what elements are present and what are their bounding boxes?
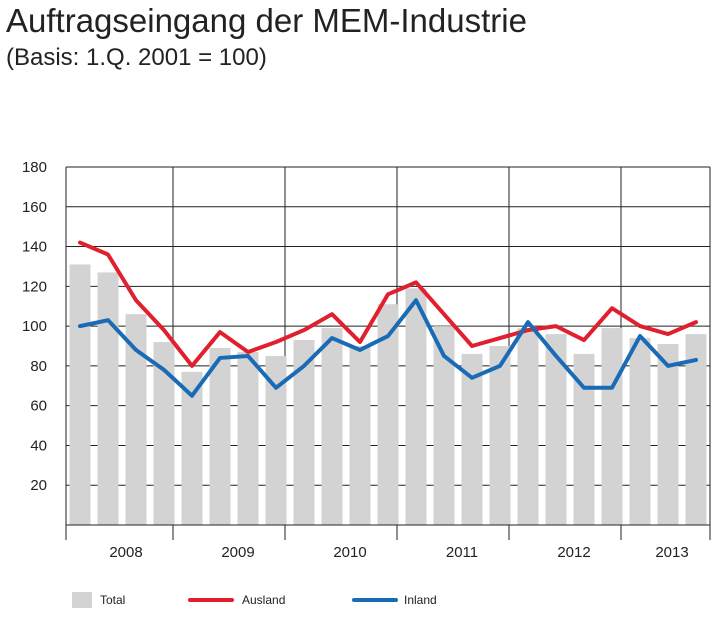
- y-tick-label: 80: [30, 358, 47, 375]
- bar-total: [293, 340, 315, 525]
- x-tick-label: 2013: [655, 544, 688, 561]
- bar-total: [461, 353, 483, 525]
- y-tick-label: 180: [22, 159, 47, 176]
- x-tick-label: 2009: [221, 544, 254, 561]
- x-tick-label: 2008: [109, 544, 142, 561]
- bar-total: [629, 338, 651, 525]
- bar-total: [265, 355, 287, 525]
- y-tick-label: 140: [22, 239, 47, 256]
- bar-total: [377, 304, 399, 525]
- bar-total: [181, 371, 203, 525]
- bar-total: [321, 328, 343, 525]
- bar-total: [125, 314, 147, 525]
- bar-total: [573, 353, 595, 525]
- chart-title: Auftragseingang der MEM-Industrie: [6, 2, 527, 39]
- line-ausland: [78, 240, 698, 368]
- y-tick-label: 40: [30, 437, 47, 454]
- x-tick-label: 2012: [557, 544, 590, 561]
- x-tick-label: 2010: [333, 544, 366, 561]
- bar-total: [545, 334, 567, 525]
- bar-total: [685, 334, 707, 525]
- legend-label-ausland: Ausland: [242, 593, 285, 607]
- bar-total: [433, 326, 455, 525]
- y-tick-label: 120: [22, 278, 47, 295]
- bar-total: [657, 344, 679, 525]
- bar-total: [69, 264, 91, 525]
- bar-total: [405, 288, 427, 525]
- bar-total: [489, 346, 511, 525]
- bar-total: [97, 272, 119, 525]
- x-tick-label: 2011: [446, 544, 478, 561]
- y-tick-label: 160: [22, 199, 47, 216]
- bar-total: [601, 328, 623, 525]
- y-tick-label: 20: [30, 477, 47, 494]
- bar-total: [237, 351, 259, 525]
- legend-label-total: Total: [100, 593, 125, 607]
- bar-total: [517, 328, 539, 525]
- bar-total: [209, 347, 231, 525]
- line-inland: [78, 298, 698, 398]
- bar-total: [153, 342, 175, 525]
- y-tick-label: 60: [30, 398, 47, 415]
- legend-swatch-total: [72, 592, 92, 608]
- legend-label-inland: Inland: [404, 593, 437, 607]
- bar-total: [349, 346, 371, 525]
- chart-subtitle: (Basis: 1.Q. 2001 = 100): [6, 44, 267, 71]
- y-tick-label: 100: [22, 318, 47, 335]
